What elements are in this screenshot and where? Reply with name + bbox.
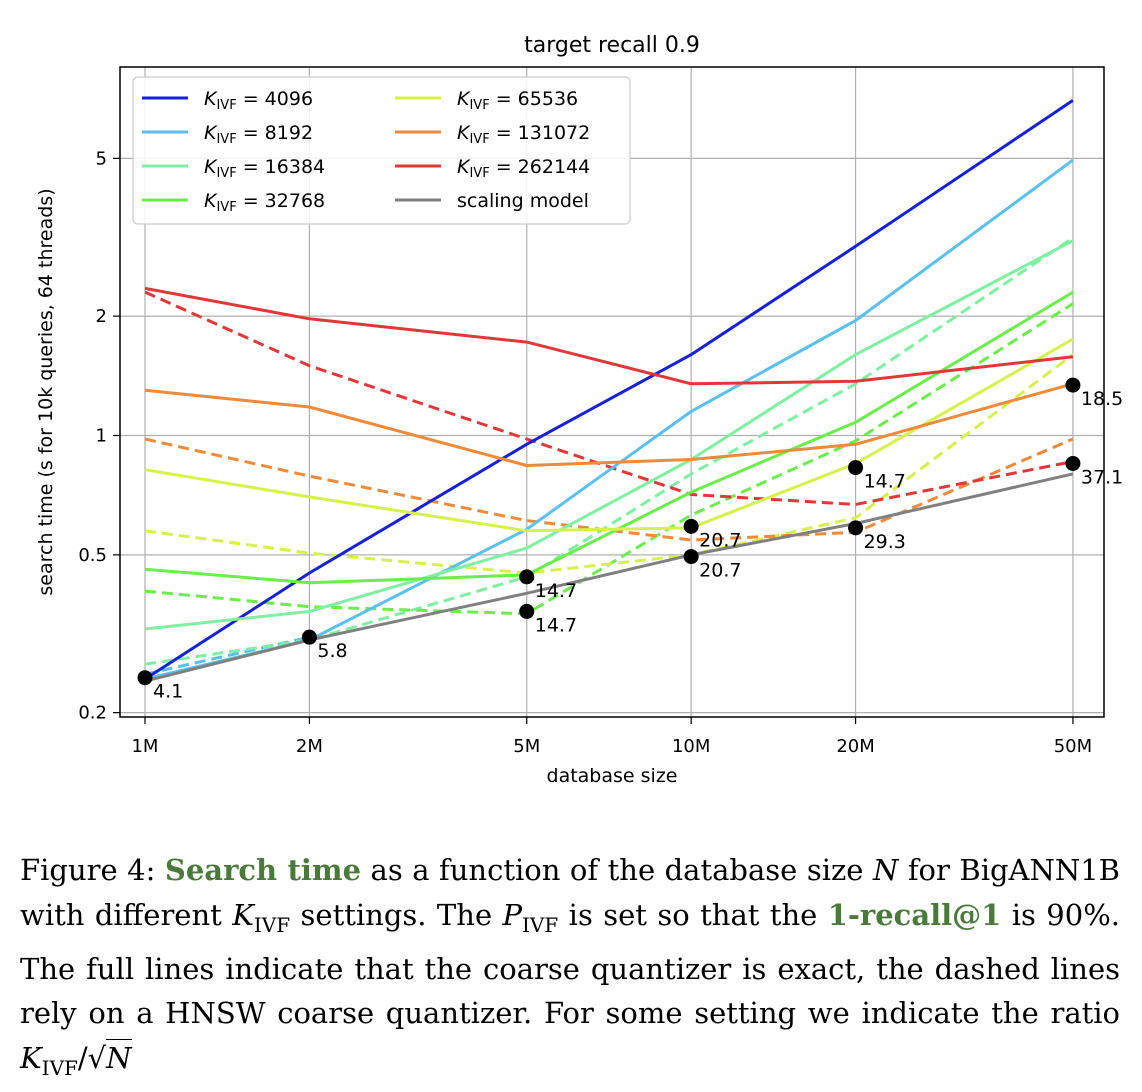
- legend-label: KIVF = 262144: [457, 156, 590, 181]
- annotated-points: 4.1 5.8 14.7 14.7 20.7 20.7 14.7 29.3 18.5 37.1: [137, 377, 1123, 703]
- caption-ratio-n: N: [106, 1038, 132, 1075]
- legend-k-subscript: IVF: [216, 132, 236, 147]
- caption-var-k: K: [232, 897, 254, 932]
- legend-k-symbol: K: [204, 190, 218, 212]
- x-tick-label: 2M: [296, 736, 323, 757]
- legend-k-value: = 4096: [237, 88, 313, 110]
- legend-label: KIVF = 32768: [204, 190, 325, 215]
- legend-k-symbol: K: [457, 122, 471, 144]
- data-point-label: 4.1: [153, 681, 183, 703]
- data-point-label: 14.7: [535, 614, 577, 636]
- data-point: [519, 569, 535, 585]
- caption-prefix: Figure 4:: [20, 853, 165, 887]
- data-point: [1065, 377, 1081, 393]
- dashed-series-line: [144, 290, 1074, 506]
- caption-text-5: is 90%. The full lines indicate that the…: [20, 897, 1120, 1031]
- dashed-series-line: [144, 437, 1074, 542]
- caption-var-n: N: [872, 853, 899, 887]
- series-line: [144, 337, 1074, 533]
- legend-k-subscript: IVF: [469, 98, 489, 113]
- series-line: [144, 239, 1074, 631]
- legend-k-symbol: K: [457, 156, 471, 178]
- data-point: [1065, 455, 1081, 471]
- legend-k-value: = 65536: [490, 88, 578, 110]
- legend-label: KIVF = 131072: [457, 122, 590, 147]
- data-point-label: 29.3: [864, 531, 906, 553]
- dashed-series-line: [144, 236, 1074, 666]
- caption-ratio-slash: /√: [77, 1040, 107, 1075]
- caption-text-1: as a function of the database size: [361, 853, 873, 887]
- y-tick-label: 0.2: [78, 703, 107, 724]
- caption-ratio-k: K: [20, 1040, 42, 1075]
- axis-ticks: 1M 2M 5M 10M 20M 50M 0.2 0.5 1 2 5: [78, 148, 1092, 757]
- caption-sub-k: IVF: [253, 912, 291, 937]
- legend-k-value: = 8192: [237, 122, 313, 144]
- y-tick-label: 5: [96, 148, 107, 169]
- y-tick-label: 0.5: [78, 545, 107, 566]
- x-tick-label: 5M: [513, 736, 540, 757]
- caption-text-4: is set so that the: [558, 897, 828, 932]
- x-tick-label: 10M: [672, 736, 710, 757]
- x-tick-label: 50M: [1054, 736, 1092, 757]
- dashed-series-line: [144, 353, 1074, 575]
- data-point-label: 14.7: [864, 471, 906, 493]
- data-point: [848, 520, 864, 536]
- legend-label: KIVF = 65536: [457, 88, 578, 113]
- series-line: [144, 382, 1074, 467]
- series-lines: [144, 99, 1074, 683]
- legend-k-symbol: K: [204, 88, 218, 110]
- legend-k-symbol: K: [457, 88, 471, 110]
- data-point-label: 14.7: [535, 580, 577, 602]
- legend-box: [132, 76, 631, 225]
- y-axis-label: search time (s for 10k queries, 64 threa…: [35, 188, 57, 595]
- series-line: [144, 472, 1074, 683]
- data-point: [683, 549, 699, 565]
- legend-k-subscript: IVF: [216, 166, 236, 181]
- caption-sub-p: IVF: [522, 912, 559, 937]
- data-point: [301, 629, 317, 645]
- legend-k-value: = 16384: [237, 156, 325, 178]
- data-point-label: 18.5: [1081, 388, 1123, 410]
- caption-var-p: P: [502, 897, 523, 932]
- legend-k-subscript: IVF: [216, 200, 236, 215]
- legend-k-value: = 131072: [490, 122, 591, 144]
- x-tick-label: 1M: [131, 736, 158, 757]
- data-point: [683, 518, 699, 534]
- legend-k-value: = 262144: [490, 156, 591, 178]
- legend-label: scaling model: [457, 190, 589, 212]
- data-point: [848, 460, 864, 476]
- data-point-label: 20.7: [699, 529, 741, 551]
- y-tick-label: 1: [96, 426, 107, 447]
- legend-k-symbol: K: [204, 156, 218, 178]
- caption-text-2: for BigANN1B with different: [20, 853, 1120, 932]
- caption-highlight-recall: 1-recall@1: [827, 897, 1002, 932]
- legend-k-symbol: K: [204, 122, 218, 144]
- legend-k-subscript: IVF: [469, 166, 489, 181]
- figure-caption: Figure 4: Search time as a function of t…: [20, 848, 1120, 1090]
- y-tick-label: 2: [96, 306, 107, 327]
- chart-title: target recall 0.9: [524, 33, 700, 58]
- series-line: [144, 286, 1074, 386]
- data-point-label: 5.8: [317, 640, 347, 662]
- legend-k-subscript: IVF: [216, 98, 236, 113]
- legend-k-value: = 32768: [237, 190, 325, 212]
- data-point: [519, 603, 535, 619]
- data-point-label: 37.1: [1081, 466, 1123, 488]
- legend-k-subscript: IVF: [469, 132, 489, 147]
- x-axis-label: database size: [547, 765, 678, 787]
- legend-label: KIVF = 8192: [204, 122, 313, 147]
- chart: 4.1 5.8 14.7 14.7 20.7 20.7 14.7 29.3 18.5 37.1 1…: [35, 33, 1123, 787]
- legend-label: KIVF = 4096: [204, 88, 313, 113]
- data-point-label: 20.7: [699, 560, 741, 582]
- data-point: [137, 670, 153, 686]
- caption-ratio-sub: IVF: [41, 1055, 78, 1080]
- x-tick-label: 20M: [836, 736, 874, 757]
- legend-label: KIVF = 16384: [204, 156, 325, 181]
- caption-text-3: settings. The: [290, 897, 503, 932]
- series-line: [144, 290, 1074, 585]
- plot-frame: [119, 66, 1105, 718]
- series-line: [144, 99, 1074, 681]
- caption-highlight-search-time: Search time: [164, 853, 362, 887]
